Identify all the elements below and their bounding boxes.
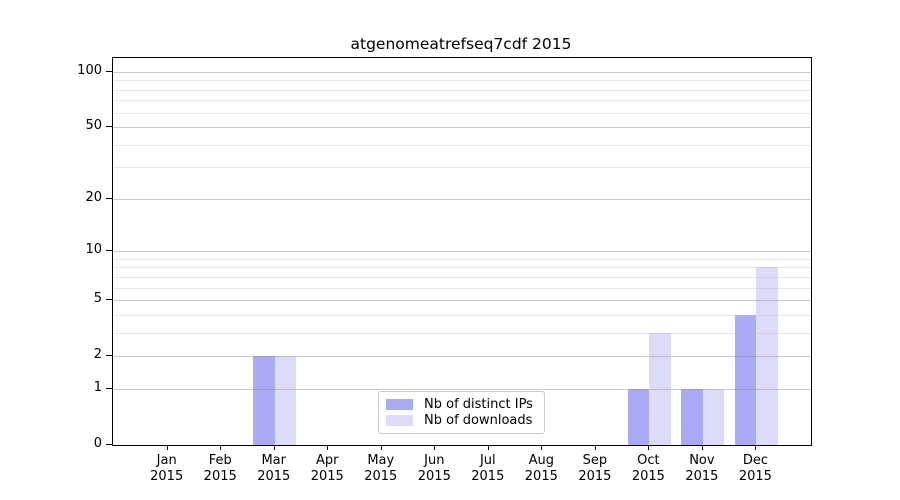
gridline-minor xyxy=(113,267,811,269)
y-tick-label: 10 xyxy=(85,242,102,258)
x-tick-mark xyxy=(166,445,168,450)
y-tick-mark xyxy=(106,126,112,128)
gridline-major xyxy=(113,300,811,302)
gridline-minor xyxy=(113,100,811,102)
x-tick-label: Feb 2015 xyxy=(203,453,237,484)
legend-entry-distinct-ips: Nb of distinct IPs xyxy=(386,397,536,412)
y-tick-label: 2 xyxy=(93,347,102,363)
y-tick-mark xyxy=(106,70,112,72)
bar-downloads xyxy=(649,332,671,445)
y-tick-mark xyxy=(106,299,112,301)
y-tick-mark xyxy=(106,250,112,252)
bar-distinct-ips xyxy=(734,314,757,445)
x-tick-mark xyxy=(541,445,543,450)
x-tick-mark xyxy=(380,445,382,450)
x-tick-mark xyxy=(487,445,489,450)
y-tick-label: 50 xyxy=(85,118,102,134)
bar-downloads xyxy=(756,267,778,445)
gridline-major xyxy=(113,251,811,253)
gridline-major xyxy=(113,388,811,390)
gridline-major xyxy=(113,71,811,73)
gridline-minor xyxy=(113,89,811,91)
x-tick-label: Nov 2015 xyxy=(685,453,719,484)
gridline-minor xyxy=(113,144,811,146)
gridline-major xyxy=(113,356,811,358)
y-tick-mark xyxy=(106,444,112,445)
x-tick-mark xyxy=(594,445,596,450)
y-tick-label: 5 xyxy=(93,291,102,307)
legend-swatch-downloads-icon xyxy=(386,415,413,426)
legend-label-distinct-ips: Nb of distinct IPs xyxy=(424,397,533,412)
y-tick-mark xyxy=(106,387,112,389)
legend: Nb of distinct IPs Nb of downloads xyxy=(378,391,545,434)
x-tick-label: Aug 2015 xyxy=(524,453,558,484)
x-tick-mark xyxy=(327,445,329,450)
x-tick-label: Oct 2015 xyxy=(631,453,665,484)
y-tick-mark xyxy=(106,355,112,357)
y-tick-label: 100 xyxy=(77,62,102,78)
bar-distinct-ips xyxy=(681,388,703,445)
bar-downloads xyxy=(274,356,297,445)
x-tick-mark xyxy=(220,445,222,450)
gridline-minor xyxy=(113,332,811,334)
gridline-minor xyxy=(113,80,811,82)
gridline-major xyxy=(113,198,811,200)
x-tick-label: Dec 2015 xyxy=(738,453,772,484)
gridline-minor xyxy=(113,276,811,278)
x-tick-label: Jun 2015 xyxy=(417,453,451,484)
legend-label-downloads: Nb of downloads xyxy=(424,413,533,428)
gridline-major xyxy=(113,127,811,129)
x-tick-mark xyxy=(434,445,436,450)
x-tick-label: Apr 2015 xyxy=(310,453,344,484)
x-tick-label: Jul 2015 xyxy=(471,453,505,484)
x-tick-label: May 2015 xyxy=(364,453,398,484)
x-tick-label: Sep 2015 xyxy=(578,453,612,484)
gridline-minor xyxy=(113,167,811,169)
x-tick-mark xyxy=(755,445,757,450)
gridline-minor xyxy=(113,287,811,289)
legend-swatch-distinct-ips-icon xyxy=(386,399,413,410)
y-tick-label: 0 xyxy=(93,436,102,451)
x-tick-label: Jan 2015 xyxy=(150,453,184,484)
bar-distinct-ips xyxy=(627,388,650,445)
bar-downloads xyxy=(702,388,725,445)
legend-entry-downloads: Nb of downloads xyxy=(386,413,536,428)
bar-distinct-ips xyxy=(253,356,275,445)
x-tick-mark xyxy=(273,445,275,450)
gridline-minor xyxy=(113,258,811,260)
y-tick-label: 20 xyxy=(85,189,102,205)
plot-area xyxy=(112,57,812,446)
gridline-minor xyxy=(113,112,811,114)
x-tick-mark xyxy=(648,445,650,450)
gridline-minor xyxy=(113,314,811,316)
x-tick-mark xyxy=(701,445,703,450)
y-tick-mark xyxy=(106,197,112,199)
y-tick-label: 1 xyxy=(93,379,102,395)
x-tick-label: Mar 2015 xyxy=(257,453,291,484)
chart-title: atgenomeatrefseq7cdf 2015 xyxy=(350,35,572,53)
